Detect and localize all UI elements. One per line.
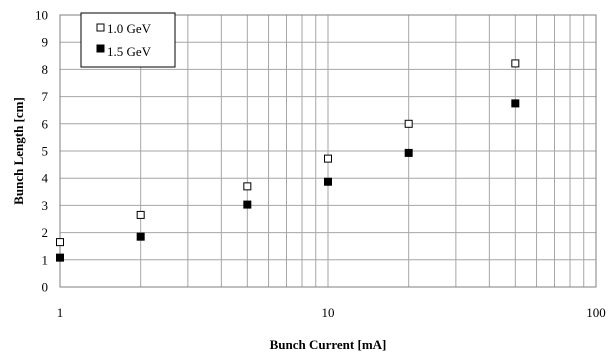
data-point [136, 232, 145, 241]
data-point [324, 154, 332, 163]
y-tick-label: 7 [42, 89, 49, 104]
data-point [243, 182, 252, 191]
y-tick-labels: 0 1 2 3 4 5 6 7 8 9 10 [35, 8, 49, 295]
data-point [511, 99, 520, 108]
legend-box [80, 12, 176, 68]
y-tick-label: 8 [42, 62, 49, 77]
legend-marker-1-5-gev [96, 44, 105, 53]
x-tick-label: 100 [586, 305, 606, 320]
legend-label-1-5-gev: 1.5 GeV [107, 44, 152, 59]
y-tick-label: 9 [42, 35, 49, 50]
x-axis-title: Bunch Current [mA] [270, 337, 387, 352]
data-point [404, 119, 413, 128]
y-tick-label: 6 [42, 116, 49, 131]
y-tick-label: 10 [35, 8, 48, 23]
data-point [243, 200, 252, 209]
y-tick-label: 2 [42, 225, 49, 240]
data-point [56, 253, 64, 262]
legend-marker-1-0-gev [96, 23, 105, 32]
y-tick-label: 1 [42, 252, 49, 267]
data-points [56, 59, 520, 262]
y-tick-label: 0 [42, 280, 49, 295]
data-point [136, 210, 145, 219]
series-1-0-gev [56, 59, 520, 247]
y-tick-label: 5 [42, 144, 49, 159]
x-tick-label: 10 [322, 305, 335, 320]
y-tick-label: 3 [42, 198, 49, 213]
plot-area-frame [59, 14, 597, 288]
data-point [56, 238, 64, 247]
series-1-5-gev [56, 99, 520, 262]
legend-label-1-0-gev: 1.0 GeV [107, 21, 152, 36]
y-axis-title: Bunch Length [cm] [11, 97, 26, 205]
data-point [324, 177, 332, 186]
data-point [404, 148, 413, 157]
x-tick-labels: 1 10 100 [57, 305, 606, 320]
y-tick-label: 4 [42, 171, 49, 186]
x-tick-label: 1 [57, 305, 64, 320]
data-point [511, 59, 520, 68]
legend: 1.0 GeV 1.5 GeV [80, 12, 176, 68]
